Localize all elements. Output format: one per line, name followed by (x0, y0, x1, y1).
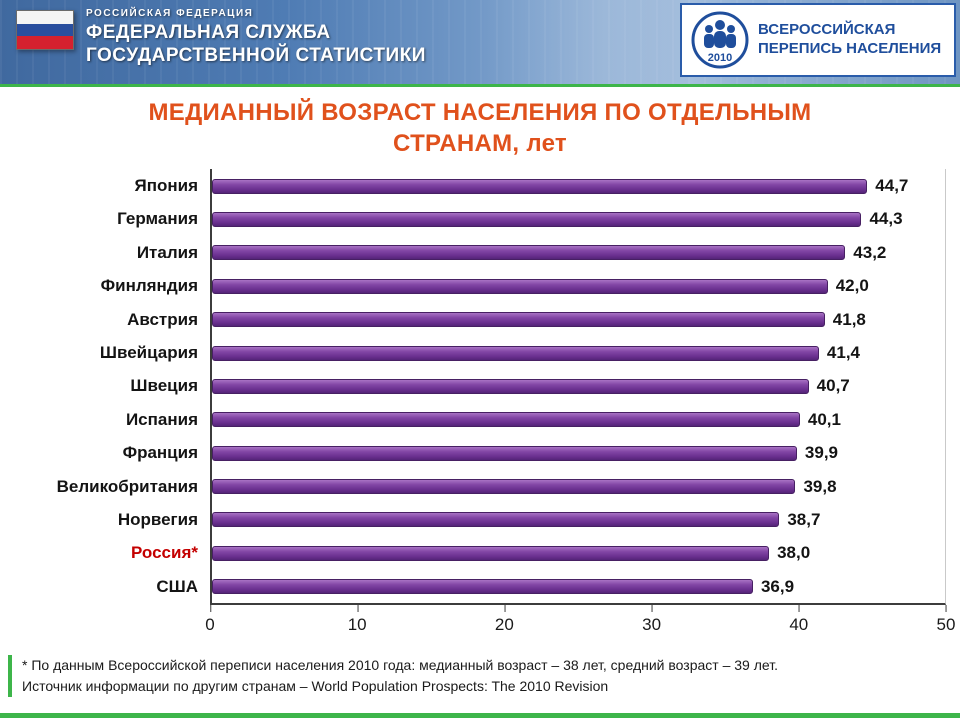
bar-value-label: 44,7 (875, 176, 909, 196)
bar-row: 38,7 (212, 503, 945, 536)
bar-value-label: 43,2 (853, 242, 887, 262)
bar (212, 312, 825, 328)
bar-chart: Япония Германия Италия Финляндия Австрия Швей… (6, 169, 955, 639)
x-axis-tick: 40 (789, 605, 809, 635)
bar-row: 39,9 (212, 437, 945, 470)
category-label: США (156, 576, 198, 596)
x-axis: 0 10 20 30 40 50 (205, 605, 955, 639)
category-label: Австрия (127, 309, 198, 329)
bar (212, 378, 809, 394)
bar (212, 479, 796, 495)
bar (212, 579, 753, 595)
header-banner: РОССИЙСКАЯ ФЕДЕРАЦИЯ ФЕДЕРАЛЬНАЯ СЛУЖБА … (0, 0, 960, 84)
x-axis-tick: 0 (205, 605, 215, 635)
bar-row: 43,2 (212, 236, 945, 269)
bar-row: 36,9 (212, 570, 945, 603)
bar-row: 40,7 (212, 370, 945, 403)
category-label: Франция (122, 443, 198, 463)
category-label: Япония (134, 176, 198, 196)
category-label: Финляндия (100, 276, 198, 296)
category-label: Великобритания (56, 476, 198, 496)
bar-value-label: 41,4 (826, 343, 861, 363)
census-title-line1: ВСЕРОССИЙСКАЯ (758, 21, 896, 39)
bar (212, 211, 862, 227)
category-label: Швейцария (99, 343, 198, 363)
bar-value-label: 44,3 (869, 209, 903, 229)
chart-title: МЕДИАННЫЙ ВОЗРАСТ НАСЕЛЕНИЯ ПО ОТДЕЛЬНЫМ… (0, 97, 960, 159)
bottom-accent-bar (0, 713, 960, 718)
org-name-line1: ФЕДЕРАЛЬНАЯ СЛУЖБА (86, 22, 331, 43)
bar (212, 412, 800, 428)
category-label: Норвегия (117, 509, 198, 529)
footnote-accent-bar (8, 655, 12, 698)
bar-value-label: 40,1 (807, 409, 841, 429)
footnote-line2: Источник информации по другим странам – … (22, 678, 609, 695)
chart-title-line2: СТРАНАМ, лет (393, 130, 567, 158)
census-title-line2: ПЕРЕПИСЬ НАСЕЛЕНИЯ (758, 40, 942, 57)
svg-text:2010: 2010 (708, 52, 732, 64)
bar-row: 39,8 (212, 470, 945, 503)
bar (212, 445, 797, 461)
x-axis-tick: 50 (936, 605, 956, 635)
bar-value-label: 40,7 (816, 376, 850, 396)
census-people-icon: 2010 (691, 11, 749, 69)
bar-row: 42,0 (212, 270, 945, 303)
bar-value-label: 41,8 (832, 309, 866, 329)
bar-value-label: 38,0 (777, 543, 811, 563)
bar-value-label: 38,7 (787, 509, 821, 529)
bar-row: 41,4 (212, 336, 945, 369)
org-title-block: РОССИЙСКАЯ ФЕДЕРАЦИЯ ФЕДЕРАЛЬНАЯ СЛУЖБА … (86, 8, 426, 68)
census-badge: 2010 ВСЕРОССИЙСКАЯ ПЕРЕПИСЬ НАСЕЛЕНИЯ (680, 3, 956, 77)
bar-row: 41,8 (212, 303, 945, 336)
category-label: Италия (136, 242, 198, 262)
bar (212, 545, 770, 561)
x-axis-tick: 10 (347, 605, 367, 635)
bar-value-label: 39,9 (804, 443, 839, 463)
category-label: Германия (117, 209, 198, 229)
bar-row: 40,1 (212, 403, 945, 436)
chart-title-line1: МЕДИАННЫЙ ВОЗРАСТ НАСЕЛЕНИЯ ПО ОТДЕЛЬНЫМ (148, 99, 812, 126)
header-divider (0, 84, 960, 87)
russian-flag-icon (16, 10, 74, 50)
category-label: Испания (125, 409, 198, 429)
footnotes: * По данным Всероссийской переписи насел… (8, 655, 950, 698)
plot-area: 44,7 44,3 43,2 42,0 41,8 41,4 40,7 40,1 39,9 39,8… (210, 169, 946, 606)
category-label: Россия* (131, 543, 198, 563)
axis-spacer (6, 605, 210, 639)
bar-row: 44,7 (212, 169, 945, 202)
bar-value-label: 39,8 (803, 476, 837, 496)
bar (212, 178, 868, 194)
bar-value-label: 42,0 (835, 276, 869, 296)
footnote-text: * По данным Всероссийской переписи насел… (22, 655, 778, 697)
category-label: Швеция (130, 376, 198, 396)
bar-row: 44,3 (212, 203, 945, 236)
org-country-label: РОССИЙСКАЯ ФЕДЕРАЦИЯ (86, 8, 254, 19)
bar-row: 38,0 (212, 537, 945, 570)
bar (212, 345, 819, 361)
census-title: ВСЕРОССИЙСКАЯ ПЕРЕПИСЬ НАСЕЛЕНИЯ (758, 21, 941, 59)
category-labels: Япония Германия Италия Финляндия Австрия Швей… (6, 169, 210, 605)
bar (212, 278, 828, 294)
bar (212, 245, 846, 261)
bar-value-label: 36,9 (760, 576, 795, 596)
org-name-line2: ГОСУДАРСТВЕННОЙ СТАТИСТИКИ (86, 44, 426, 66)
x-axis-tick: 20 (494, 605, 514, 635)
bar (212, 512, 780, 528)
x-axis-tick: 30 (642, 605, 662, 635)
footnote-line1: * По данным Всероссийской переписи насел… (22, 657, 778, 674)
